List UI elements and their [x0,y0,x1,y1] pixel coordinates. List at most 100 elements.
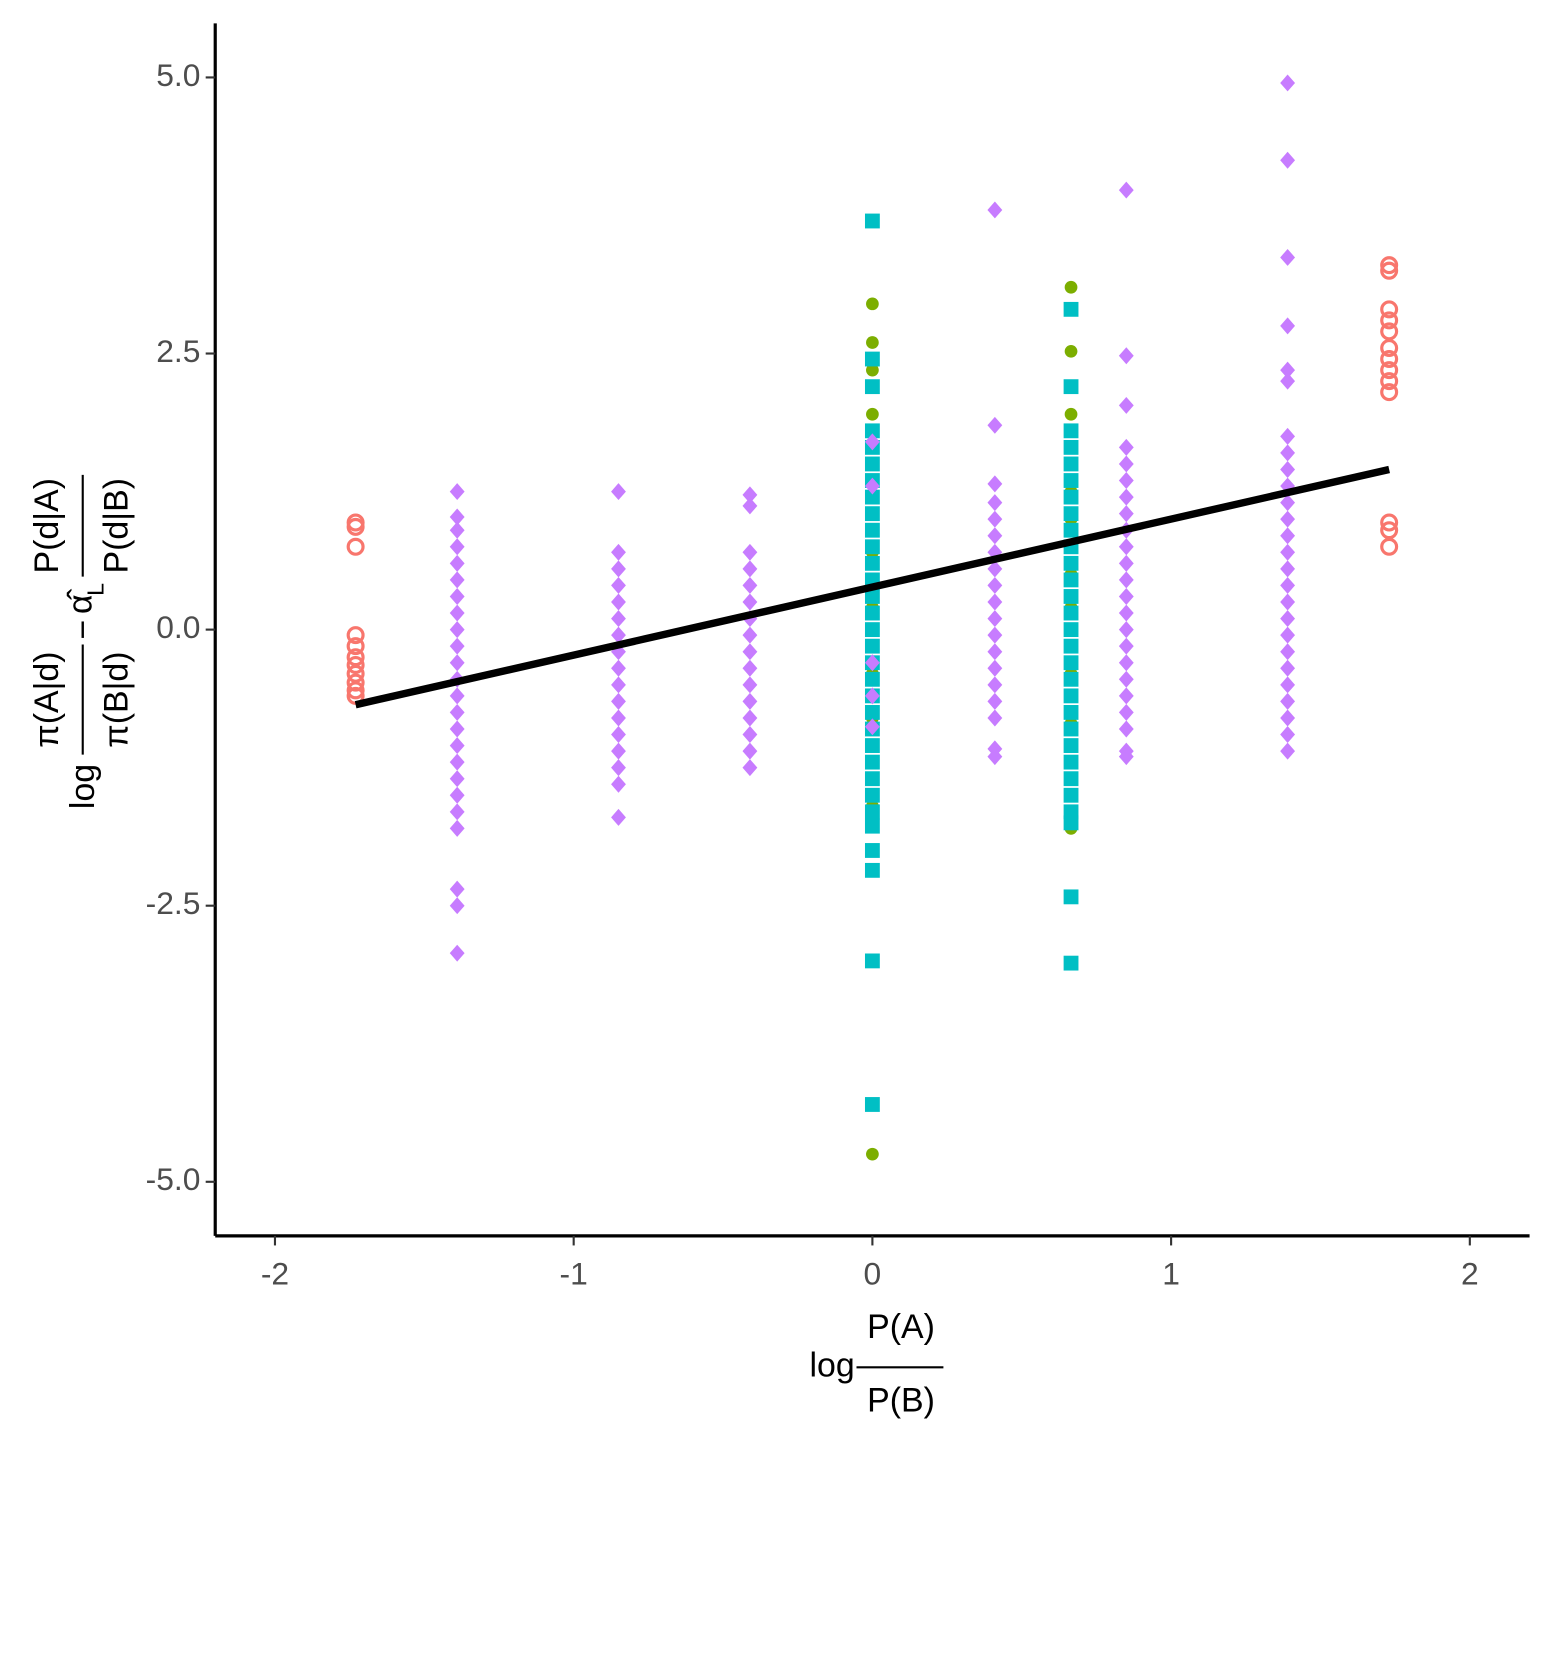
point [1380,300,1399,319]
point [449,687,465,705]
point [1280,248,1296,266]
point [1118,538,1134,556]
point [611,610,626,628]
point [1380,311,1399,330]
point [864,379,880,395]
point [742,486,758,504]
point [864,687,880,705]
x-label-log: log [809,1346,854,1384]
point [864,605,880,621]
point [987,748,1003,766]
point [1280,643,1296,661]
point [1280,494,1296,512]
x-label-den: P(B) [867,1381,935,1419]
point [1380,521,1399,540]
point [1118,181,1134,199]
point [987,494,1003,512]
point [742,709,758,727]
point [1118,748,1134,766]
point [987,527,1003,545]
y-label-log: log [64,764,102,809]
point [1063,522,1079,538]
point [1118,571,1134,589]
point [1280,74,1296,92]
y-label-num2: P(d|A) [28,478,66,573]
y-tick-label: 5.0 [156,57,200,93]
point [1118,720,1134,738]
point [449,538,465,556]
point [449,483,465,501]
point [987,709,1003,727]
point [1063,473,1079,488]
point [742,576,758,594]
point [864,489,880,505]
point [1118,396,1134,414]
point [1380,361,1399,380]
point [1118,472,1134,490]
point [866,336,879,349]
y-label-den1: π(B|d) [98,651,136,747]
point [346,681,365,700]
point [1063,301,1079,317]
point [1380,338,1399,358]
point [742,726,758,744]
point [987,692,1003,710]
point [1063,439,1079,455]
point [449,604,465,622]
point [1063,955,1079,971]
point [864,456,880,472]
point [1280,560,1296,578]
point [864,589,880,604]
point [1118,455,1134,473]
y-tick-label: -2.5 [146,885,201,921]
point [449,654,465,672]
y-label-den2: P(d|B) [98,478,136,573]
point [864,522,880,538]
point [864,433,880,451]
point [1118,505,1134,523]
point [1380,383,1399,402]
point [449,897,465,915]
y-tick-label: 0.0 [156,609,200,645]
point [1063,489,1079,505]
point [864,213,880,229]
y-label-num1: π(A|d) [28,651,66,747]
point [611,709,626,727]
point [742,742,758,760]
x-tick-label: -1 [560,1256,588,1292]
point [866,363,879,377]
point [1063,889,1079,905]
point [1063,622,1079,638]
point [611,808,626,826]
point [987,510,1003,528]
point [346,664,365,683]
point [742,560,758,578]
point [864,671,880,687]
y-tick-label: -5.0 [146,1161,201,1197]
point [1280,692,1296,710]
point [864,738,880,753]
point [987,560,1003,578]
point [1380,537,1399,556]
point [449,571,465,589]
point [1280,361,1296,379]
point [864,862,880,878]
point [1063,589,1079,604]
point [1118,554,1134,572]
point [742,676,758,694]
point [449,770,465,788]
x-tick-label: 2 [1461,1256,1479,1292]
point [1380,372,1399,391]
point [987,576,1003,594]
point [346,655,365,674]
point [742,626,758,644]
point [1280,676,1296,694]
point [1118,687,1134,705]
point [1118,637,1134,655]
point [864,705,880,720]
y-label-minus: − [64,620,102,640]
point [1280,626,1296,644]
point [987,416,1003,434]
point [1118,587,1134,605]
point [611,742,626,760]
